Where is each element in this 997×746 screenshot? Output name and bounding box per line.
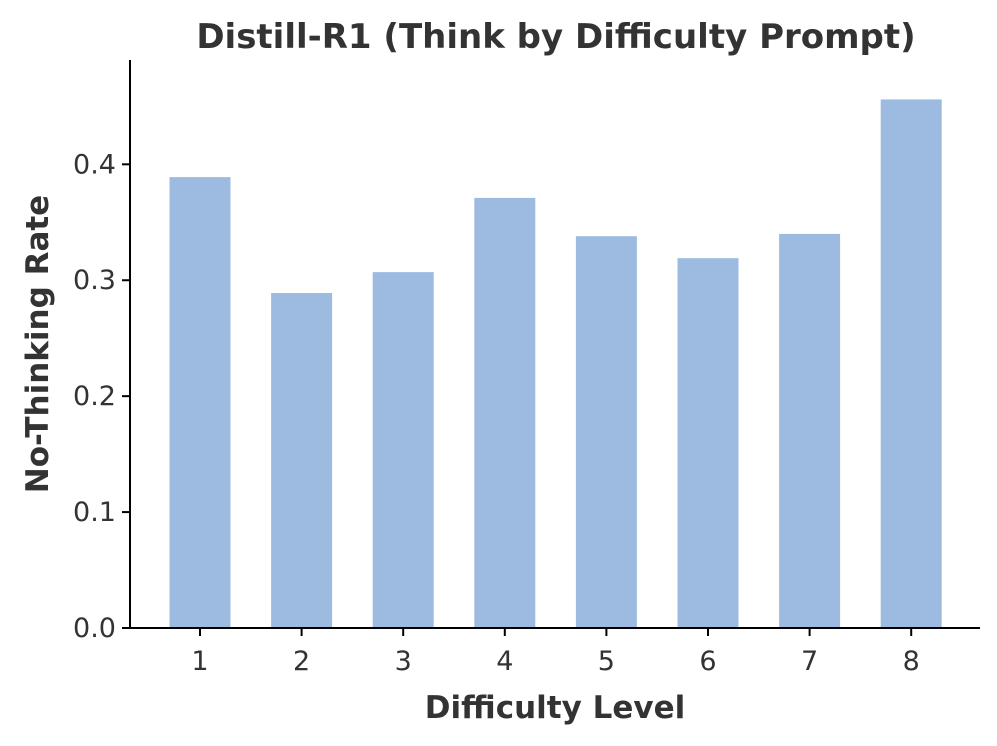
chart-title: Distill-R1 (Think by Difficulty Prompt) <box>196 17 915 57</box>
bar-level-1 <box>169 177 231 628</box>
bar-level-5 <box>575 236 637 628</box>
x-tick-label-3: 3 <box>395 646 412 677</box>
y-tick-label-0.1: 0.1 <box>73 497 116 528</box>
y-axis-ticks: 0.0 0.1 0.2 0.3 0.4 <box>73 149 130 644</box>
bar-level-3 <box>372 272 434 628</box>
y-tick-label-0.2: 0.2 <box>73 381 116 412</box>
x-tick-label-5: 5 <box>598 646 615 677</box>
bars-group <box>169 99 942 628</box>
bar-level-8 <box>880 99 942 628</box>
x-axis-label: Difficulty Level <box>425 690 685 726</box>
x-axis-ticks: 1 2 3 4 5 6 7 8 <box>191 628 920 677</box>
bar-level-6 <box>677 258 739 628</box>
x-tick-label-2: 2 <box>293 646 310 677</box>
x-tick-label-6: 6 <box>699 646 716 677</box>
bar-level-4 <box>474 197 536 628</box>
x-tick-label-4: 4 <box>496 646 513 677</box>
bar-level-7 <box>779 233 841 628</box>
y-tick-label-0.0: 0.0 <box>73 613 116 644</box>
x-tick-label-8: 8 <box>903 646 920 677</box>
x-tick-label-1: 1 <box>191 646 208 677</box>
bar-level-2 <box>271 293 333 628</box>
y-tick-label-0.3: 0.3 <box>73 265 116 296</box>
y-axis-label: No-Thinking Rate <box>20 195 56 493</box>
y-tick-label-0.4: 0.4 <box>73 149 116 180</box>
x-tick-label-7: 7 <box>801 646 818 677</box>
